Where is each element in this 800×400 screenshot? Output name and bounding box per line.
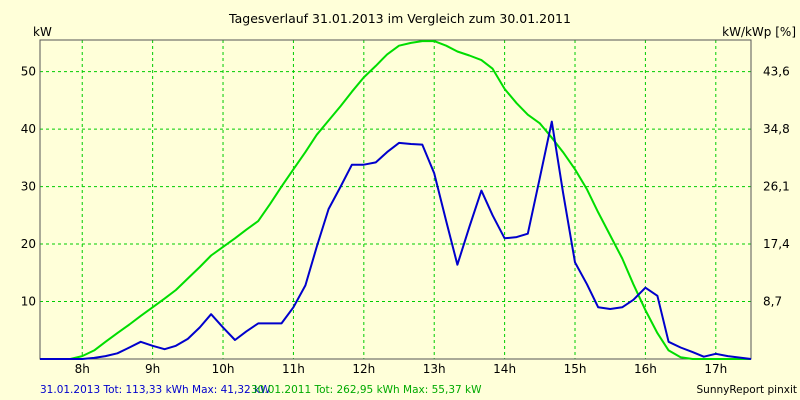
x-tick-label-1: 9h	[145, 362, 160, 376]
y-left-tick-label-0: 10	[21, 295, 36, 309]
y-left-tick-label-2: 30	[21, 180, 36, 194]
footer-series-2011-summary: 30.01.2011 Tot: 262,95 kWh Max: 55,37 kW	[251, 384, 482, 396]
footer-credit: SunnyReport pinxit	[697, 384, 797, 396]
y-right-tick-label-2: 26,1	[763, 180, 790, 194]
y-right-tick-labels: 8,7 17,4 26,1 34,8 43,6	[763, 65, 790, 309]
series-line-0	[40, 120, 752, 360]
plot-border	[39, 39, 752, 360]
x-tick-label-3: 11h	[282, 362, 305, 376]
x-tick-labels: 8h 9h 10h 11h 12h 13h 14h 15h 16h 17h	[75, 362, 728, 376]
footer-series-2013-summary: 31.01.2013 Tot: 113,33 kWh Max: 41,32 kW	[40, 384, 271, 396]
x-tick-label-0: 8h	[75, 362, 90, 376]
y-left-tick-label-3: 40	[21, 122, 36, 136]
chart-title: Tagesverlauf 31.01.2013 im Vergleich zum…	[228, 11, 571, 26]
series-lines	[40, 40, 752, 360]
series-line-1	[40, 40, 751, 360]
x-tick-label-4: 12h	[352, 362, 375, 376]
x-tick-label-6: 14h	[493, 362, 516, 376]
x-tick-label-9: 17h	[704, 362, 727, 376]
plot-area-frame	[39, 39, 752, 360]
y-left-unit-label: kW	[33, 25, 52, 39]
y-right-unit-label: kW/kWp [%]	[722, 25, 796, 39]
y-left-tick-labels: 10 20 30 40 50	[21, 65, 36, 309]
y-right-tick-label-0: 8,7	[763, 295, 782, 309]
y-left-tick-label-1: 20	[21, 237, 36, 251]
y-right-tick-label-4: 43,6	[763, 65, 790, 79]
y-right-tick-label-3: 34,8	[763, 122, 790, 136]
x-tick-label-2: 10h	[212, 362, 235, 376]
x-tick-label-8: 16h	[634, 362, 657, 376]
x-tick-label-5: 13h	[423, 362, 446, 376]
y-left-tick-label-4: 50	[21, 65, 36, 79]
x-tick-label-7: 15h	[564, 362, 587, 376]
y-right-tick-label-1: 17,4	[763, 237, 790, 251]
